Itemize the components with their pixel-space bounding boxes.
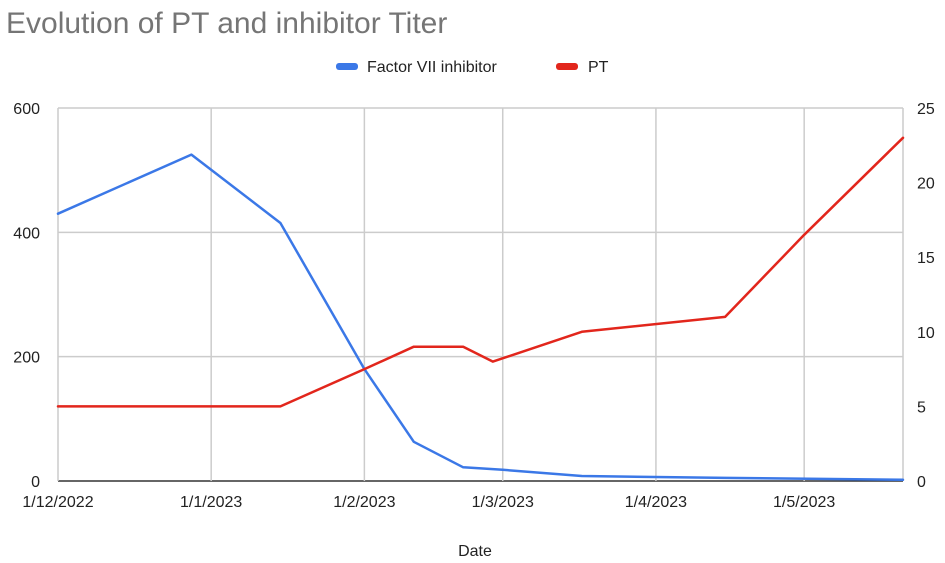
y-left-tick-label: 0 (31, 474, 40, 491)
legend-swatch-factor-vii-inhibitor (336, 63, 358, 70)
y-left-tick-label: 200 (13, 350, 40, 367)
y-right-tick-label: 5 (917, 399, 926, 416)
x-tick-label: 1/1/2023 (180, 494, 242, 511)
y-right-tick-label: 15 (917, 250, 935, 267)
x-tick-label: 1/3/2023 (472, 494, 534, 511)
legend-swatch-pt (556, 63, 578, 70)
x-tick-label: 1/2/2023 (333, 494, 395, 511)
series-line-factor-vii-inhibitor (56, 153, 905, 482)
x-axis-ticks: 1/12/2022 1/1/2023 1/2/2023 1/3/2023 1/4/202… (22, 494, 835, 511)
y-right-tick-label: 25 (917, 101, 935, 118)
y-left-tick-label: 600 (13, 101, 40, 118)
x-tick-label: 1/5/2023 (773, 494, 835, 511)
x-axis-label: Date (458, 543, 492, 560)
series-layer (56, 136, 905, 482)
y-right-tick-label: 10 (917, 325, 935, 342)
y-right-tick-label: 0 (917, 474, 926, 491)
legend-label-pt: PT (588, 59, 609, 76)
y-right-tick-label: 20 (917, 176, 935, 193)
y-axis-left-ticks: 0 200 400 600 (13, 101, 40, 491)
gridlines (57, 107, 904, 482)
legend-label-factor-vii-inhibitor: Factor VII inhibitor (367, 59, 498, 76)
chart-title: Evolution of PT and inhibitor Titer (6, 7, 447, 40)
y-axis-right-ticks: 0 5 10 15 20 25 (917, 101, 935, 491)
legend: Factor VII inhibitor PT (336, 59, 609, 76)
y-left-tick-label: 400 (13, 225, 40, 242)
series-line-pt (56, 136, 905, 408)
x-tick-label: 1/4/2023 (625, 494, 687, 511)
x-tick-label: 1/12/2022 (22, 494, 93, 511)
